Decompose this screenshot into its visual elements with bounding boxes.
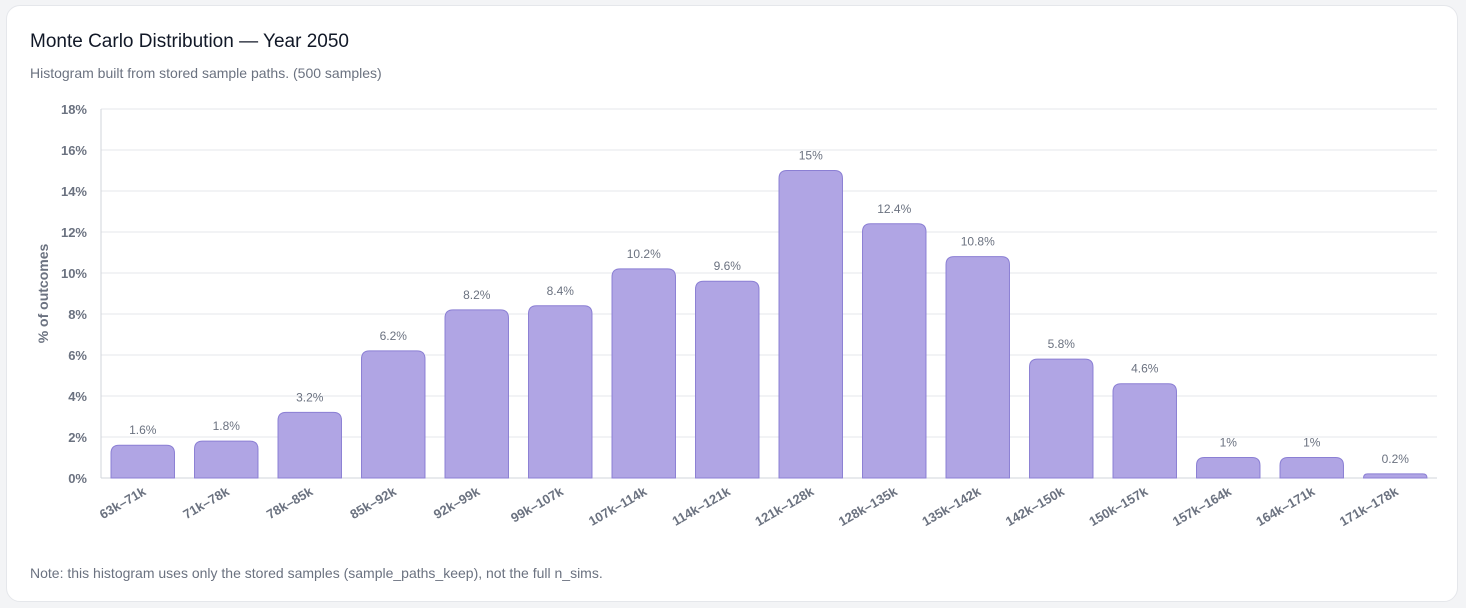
bar-value-label: 6.2% (380, 329, 408, 343)
histogram-bar (1363, 473, 1428, 479)
y-tick-label: 2% (68, 430, 87, 445)
histogram-bar (361, 350, 426, 479)
histogram-bar (778, 170, 843, 479)
y-tick-label: 8% (68, 307, 87, 322)
bar-value-label: 10.8% (961, 235, 995, 249)
x-category-label: 121k–128k (752, 483, 817, 529)
bar-value-label: 10.2% (627, 247, 661, 261)
bar-value-label: 9.6% (714, 259, 742, 273)
x-category-label: 85k–92k (347, 483, 399, 522)
bar-value-label: 8.4% (547, 284, 575, 298)
bar-value-label: 3.2% (296, 390, 324, 404)
chart-subtitle: Histogram built from stored sample paths… (30, 65, 382, 81)
histogram-bar (945, 256, 1010, 479)
histogram-bar (194, 440, 259, 479)
bar-value-label: 8.2% (463, 288, 491, 302)
x-category-label: 142k–150k (1003, 483, 1068, 529)
x-category-label: 114k–121k (670, 483, 734, 529)
x-category-label: 92k–99k (431, 483, 483, 522)
bar-value-label: 1% (1220, 436, 1238, 450)
x-category-label: 171k–178k (1337, 483, 1402, 529)
histogram-bar (611, 268, 676, 479)
bar-value-label: 1.8% (213, 419, 241, 433)
x-category-label: 63k–71k (97, 483, 149, 522)
bar-value-label: 15% (799, 149, 823, 163)
bar-value-label: 1% (1303, 436, 1321, 450)
x-category-label: 99k–107k (508, 483, 566, 525)
histogram-bar (110, 444, 175, 479)
histogram-bar (695, 280, 760, 479)
histogram-bar (528, 305, 593, 479)
y-axis-title: % of outcomes (35, 244, 51, 344)
histogram-card: Monte Carlo Distribution — Year 2050 His… (6, 5, 1458, 602)
y-tick-label: 18% (61, 102, 87, 117)
bar-value-label: 5.8% (1048, 337, 1076, 351)
histogram-chart: 0% 2% 4% 6% 8% 10% 12% 14% 16% 18% % of outcomes 1.… (35, 102, 1437, 529)
x-category-label: 128k–135k (836, 483, 901, 529)
histogram-bar (277, 411, 342, 479)
y-tick-label: 16% (61, 143, 87, 158)
chart-title: Monte Carlo Distribution — Year 2050 (30, 31, 349, 52)
y-tick-label: 12% (61, 225, 87, 240)
x-category-label: 157k–164k (1170, 483, 1235, 529)
bar-value-label: 1.6% (129, 423, 157, 437)
y-tick-label: 0% (68, 471, 87, 486)
x-category-label: 107k–114k (586, 483, 650, 529)
y-tick-label: 4% (68, 389, 87, 404)
histogram-bar (1112, 383, 1177, 479)
histogram-bar (1029, 358, 1094, 479)
x-category-label: 164k–171k (1253, 483, 1318, 529)
histogram-bar (1279, 457, 1344, 479)
bar-value-label: 4.6% (1131, 362, 1159, 376)
x-category-label: 150k–157k (1086, 483, 1151, 529)
bar-value-label: 0.2% (1382, 452, 1410, 466)
histogram-bar (444, 309, 509, 479)
y-tick-label: 14% (61, 184, 87, 199)
histogram-bar (862, 223, 927, 479)
y-tick-label: 6% (68, 348, 87, 363)
x-category-label: 78k–85k (264, 483, 316, 522)
histogram-bar (1196, 457, 1261, 479)
chart-note: Note: this histogram uses only the store… (30, 565, 603, 581)
bar-value-label: 12.4% (877, 202, 911, 216)
y-tick-label: 10% (61, 266, 87, 281)
x-category-label: 135k–142k (919, 483, 984, 529)
x-category-label: 71k–78k (180, 483, 232, 522)
